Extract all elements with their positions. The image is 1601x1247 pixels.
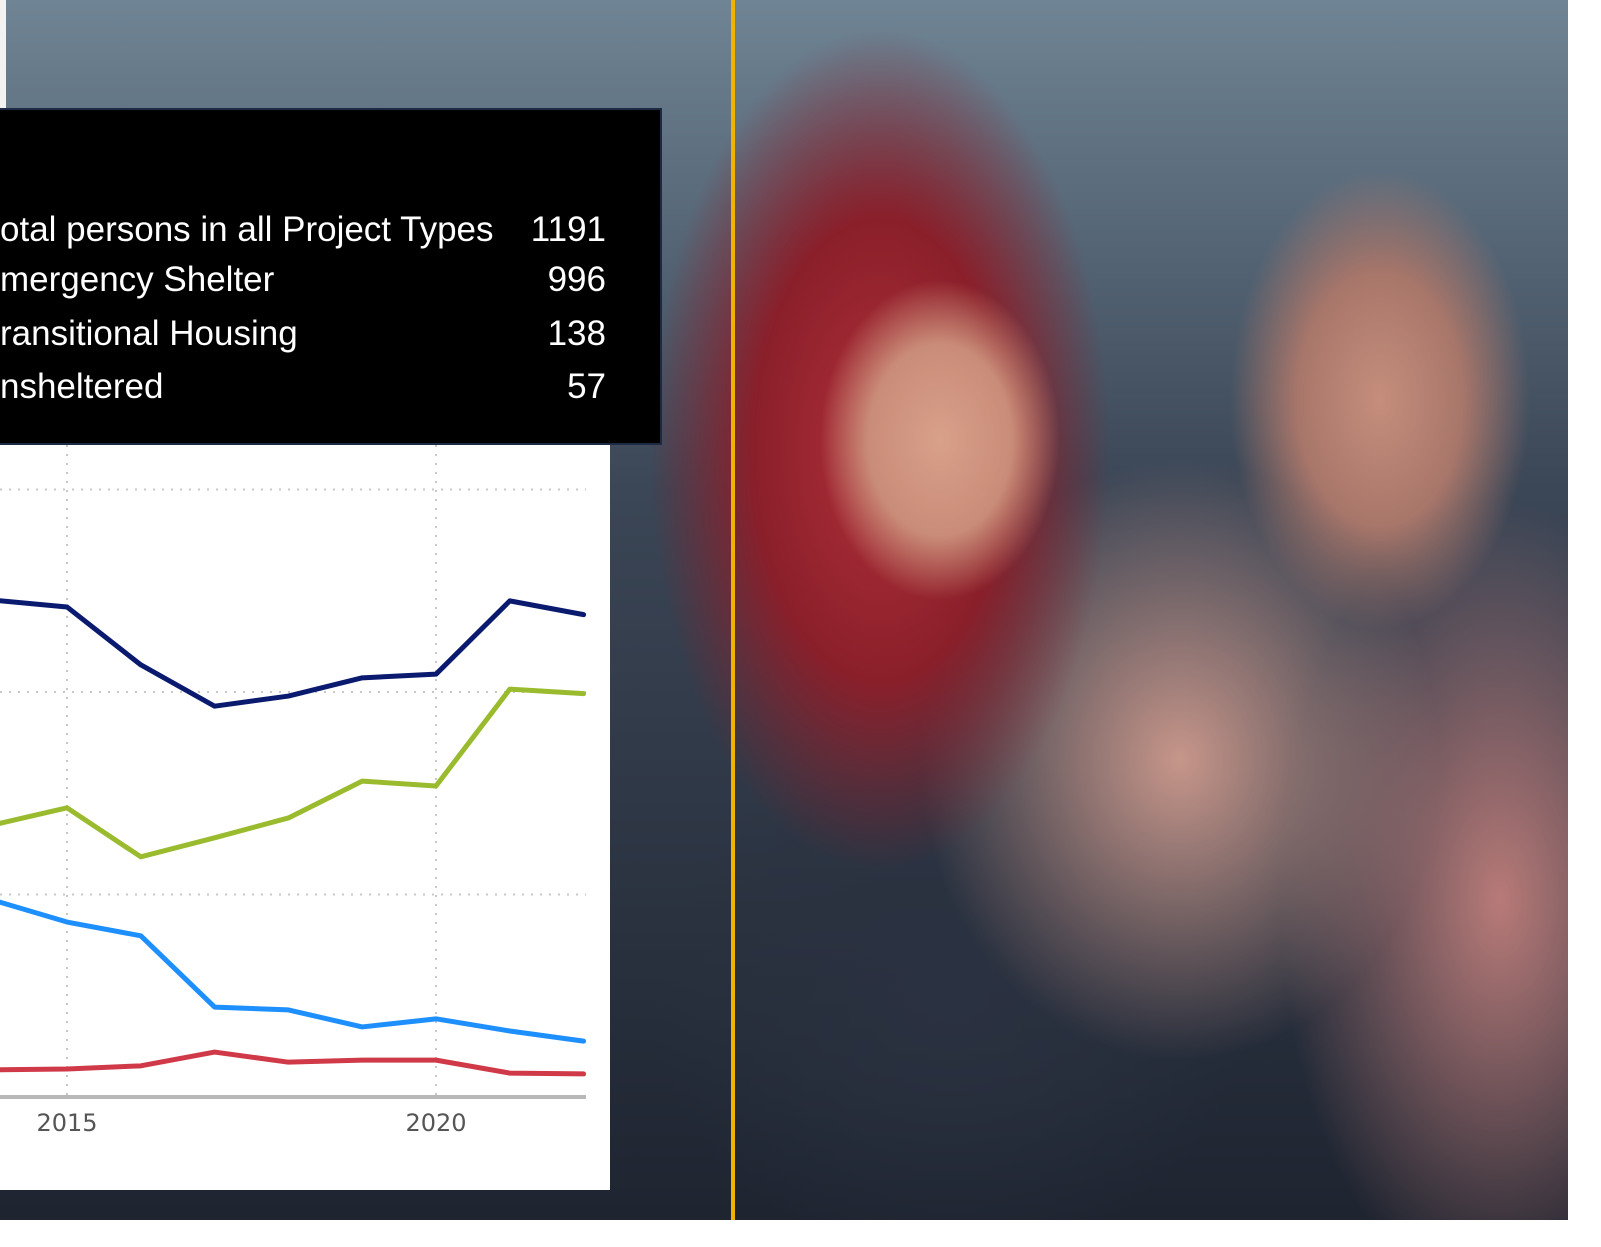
series-line: [0, 900, 584, 1041]
row-value: 996: [548, 260, 606, 300]
series-line: [0, 1052, 584, 1074]
row-label: nsheltered: [0, 367, 163, 407]
row-label: mergency Shelter: [0, 260, 274, 300]
row-value: 138: [548, 314, 606, 354]
series-line: [0, 600, 584, 706]
row-value: 1191: [531, 210, 606, 250]
table-row: otal persons in all Project Types 1191: [0, 210, 606, 254]
table-row: nsheltered 57: [0, 367, 606, 411]
x-tick-label: 2015: [36, 1109, 97, 1137]
table-row: mergency Shelter 996: [0, 260, 606, 304]
x-tick-label: 2020: [405, 1109, 466, 1137]
summary-table: otal persons in all Project Types 1191 mer…: [0, 108, 662, 445]
row-value: 57: [567, 367, 606, 407]
row-label: otal persons in all Project Types: [0, 210, 494, 250]
divider-line: [731, 0, 735, 1220]
row-label: ransitional Housing: [0, 314, 298, 354]
series-line: [0, 689, 584, 857]
table-row: ransitional Housing 138: [0, 314, 606, 358]
page: 2015 2020 otal persons in all Project Typ…: [0, 0, 1601, 1247]
